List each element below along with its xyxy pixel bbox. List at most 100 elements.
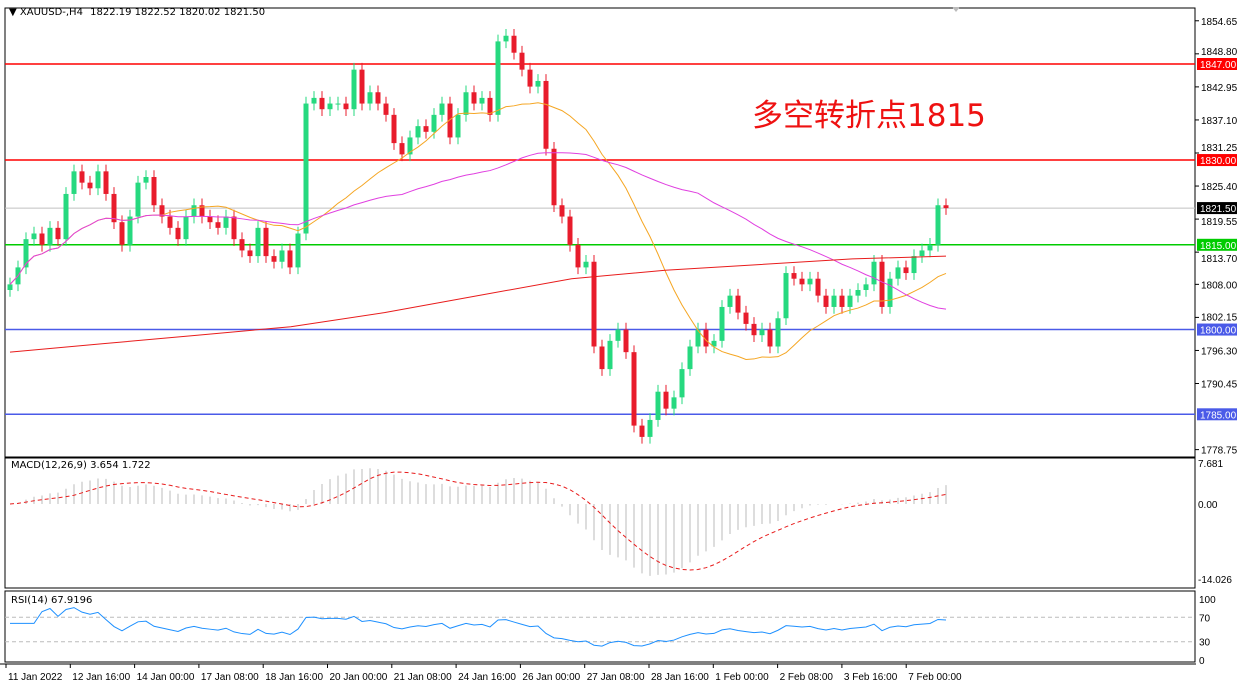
candle [559, 205, 565, 217]
candle [631, 352, 637, 426]
x-tick-label: 14 Jan 00:00 [137, 672, 195, 683]
macd-tick-label: 0.00 [1198, 500, 1218, 511]
candle [279, 250, 285, 262]
level-badge [1197, 238, 1237, 251]
symbol-label: XAUUSD-,H4 [19, 7, 83, 18]
main-pane-frame [4, 7, 1196, 458]
y-tick-label: 1825.40 [1201, 182, 1238, 193]
candle [847, 295, 853, 307]
candle [703, 329, 709, 347]
candle [751, 323, 757, 336]
y-tick-label: 1854.65 [1201, 17, 1238, 28]
candle [543, 80, 549, 149]
ma-mid-line [9, 152, 947, 310]
y-tick-label: 1837.10 [1201, 116, 1238, 127]
candle [511, 35, 517, 53]
candle [911, 256, 917, 274]
candle [767, 329, 773, 347]
candle [111, 193, 117, 223]
x-tick-label: 17 Jan 08:00 [201, 672, 259, 683]
candle [591, 261, 597, 347]
candle [343, 103, 349, 110]
candle [271, 256, 277, 262]
candle [79, 171, 85, 183]
candle [159, 205, 165, 217]
candle [175, 227, 181, 240]
candle [895, 267, 901, 279]
macd-pane-frame [4, 457, 1196, 589]
candle [495, 41, 501, 115]
x-tick-label: 24 Jan 16:00 [458, 672, 516, 683]
candle [71, 171, 77, 194]
candle [207, 216, 213, 223]
candle [607, 340, 613, 370]
candle [127, 216, 133, 245]
x-tick-label: 28 Jan 16:00 [651, 672, 709, 683]
candle [431, 114, 437, 132]
candle [903, 267, 909, 274]
dropdown-triangle-icon[interactable]: ▼ [9, 7, 17, 18]
candle [151, 177, 157, 206]
macd-signal-line [9, 471, 947, 571]
candle [447, 103, 453, 138]
level-badge [1197, 408, 1237, 421]
macd-tick-label: 7.681 [1198, 459, 1223, 470]
candle [167, 216, 173, 228]
ohlc-readout: 1822.19 1822.52 1820.02 1821.50 [90, 7, 266, 18]
candle [135, 182, 141, 217]
candle [143, 177, 149, 183]
candle [103, 171, 109, 194]
level-label: 1785.00 [1200, 410, 1237, 421]
candle [711, 340, 717, 347]
y-tick-label: 1796.30 [1201, 346, 1238, 357]
x-tick-label: 26 Jan 00:00 [522, 672, 580, 683]
rsi-line [10, 607, 947, 647]
candle [575, 244, 581, 268]
rsi-tick-label: 70 [1199, 613, 1211, 624]
candle [727, 295, 733, 307]
level-badge [1197, 154, 1237, 167]
candle [7, 284, 13, 290]
y-tick-label: 1819.55 [1201, 217, 1238, 228]
level-label: 1815.00 [1200, 241, 1237, 252]
candle [39, 233, 45, 245]
candle [519, 52, 525, 70]
candle [415, 126, 421, 138]
x-tick-label: 11 Jan 2022 [8, 672, 63, 683]
candle [599, 346, 605, 370]
candle [815, 278, 821, 296]
chart-shift-marker-icon [952, 7, 960, 12]
candle [887, 278, 893, 307]
candle [527, 69, 533, 87]
candle [479, 97, 485, 104]
candle [383, 103, 389, 115]
candle [503, 35, 509, 42]
candle [535, 80, 541, 87]
candle [335, 103, 341, 105]
candle [191, 205, 197, 217]
last-price-label: 1821.50 [1200, 204, 1237, 215]
candle [87, 182, 93, 189]
candle [391, 114, 397, 144]
candle [799, 278, 805, 285]
candle [287, 250, 293, 268]
candle [55, 227, 61, 240]
y-tick-label: 1848.80 [1201, 47, 1238, 58]
candle [295, 233, 301, 268]
candle [623, 329, 629, 353]
candle [239, 239, 245, 251]
y-tick-label: 1831.25 [1201, 143, 1238, 154]
y-tick-label: 1842.95 [1201, 83, 1238, 94]
candle [871, 261, 877, 285]
candle [327, 103, 333, 110]
candle [375, 92, 381, 104]
candle [687, 346, 693, 370]
ma-fast-line [9, 102, 947, 361]
candle [455, 114, 461, 138]
x-tick-label: 2 Feb 08:00 [780, 672, 834, 683]
y-tick-label: 1790.45 [1201, 380, 1238, 391]
candle [663, 391, 669, 409]
candle [351, 69, 357, 110]
